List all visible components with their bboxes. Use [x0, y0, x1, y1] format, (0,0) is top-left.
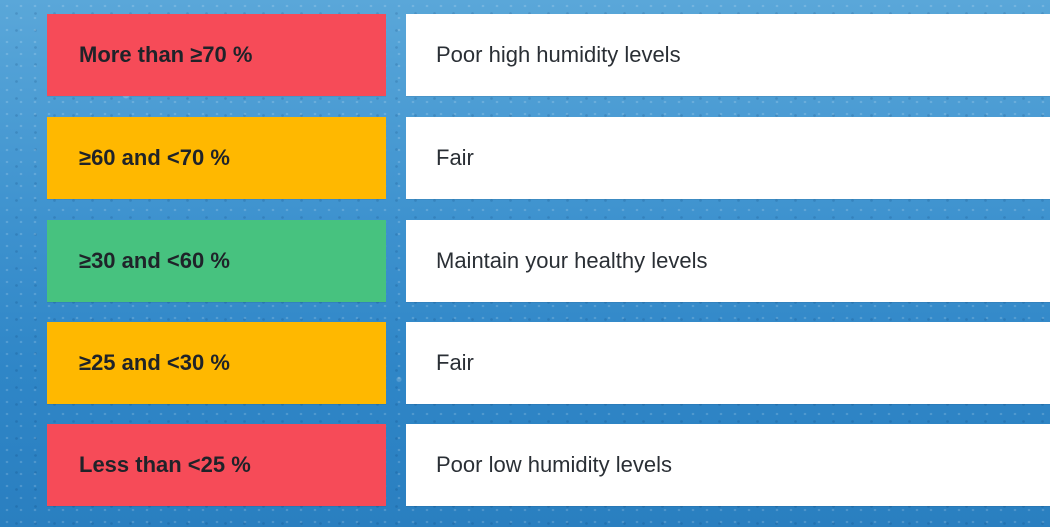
humidity-status-text: Maintain your healthy levels — [406, 220, 1050, 302]
humidity-row: ≥25 and <30 % Fair — [0, 322, 1050, 404]
humidity-range-label: Less than <25 % — [47, 424, 386, 506]
humidity-range-label: ≥25 and <30 % — [47, 322, 386, 404]
humidity-status-text: Poor low humidity levels — [406, 424, 1050, 506]
humidity-row: ≥60 and <70 % Fair — [0, 117, 1050, 199]
humidity-row: More than ≥70 % Poor high humidity level… — [0, 14, 1050, 96]
humidity-row: Less than <25 % Poor low humidity levels — [0, 424, 1050, 506]
humidity-row: ≥30 and <60 % Maintain your healthy leve… — [0, 220, 1050, 302]
humidity-status-text: Fair — [406, 117, 1050, 199]
humidity-status-text: Poor high humidity levels — [406, 14, 1050, 96]
humidity-range-label: ≥30 and <60 % — [47, 220, 386, 302]
humidity-range-label: More than ≥70 % — [47, 14, 386, 96]
humidity-status-text: Fair — [406, 322, 1050, 404]
humidity-range-label: ≥60 and <70 % — [47, 117, 386, 199]
